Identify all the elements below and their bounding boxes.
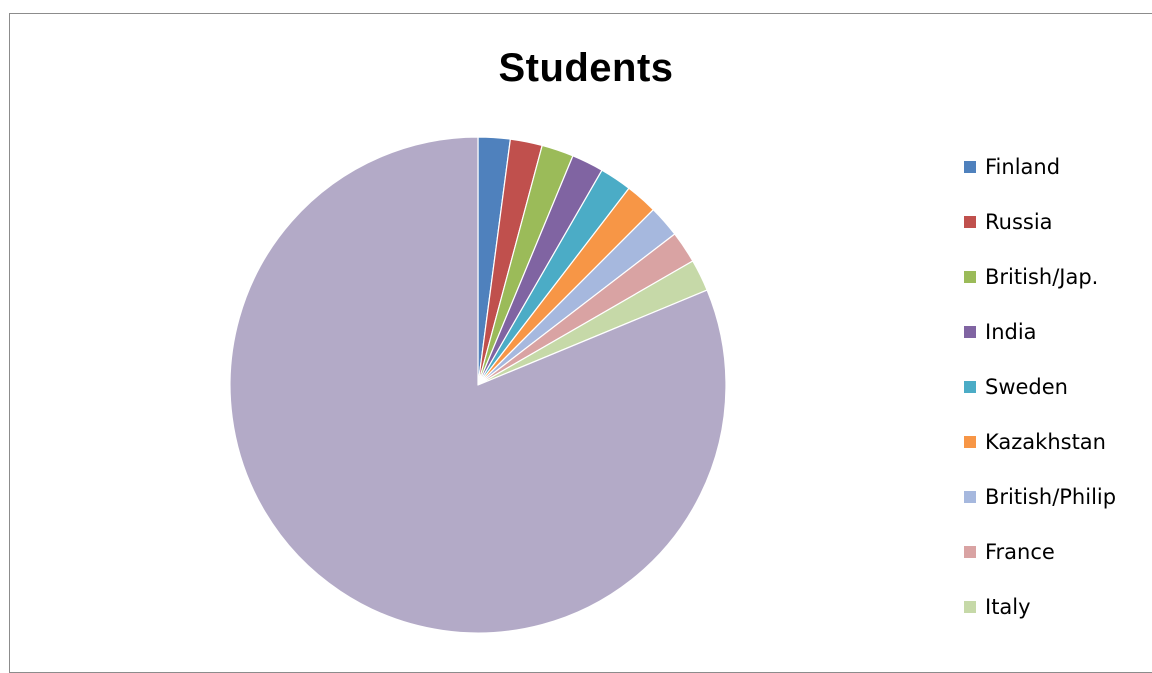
legend-item-british-philip: British/Philip: [964, 481, 1152, 536]
legend-label: France: [985, 540, 1055, 564]
pie-slice-unlabeled: [229, 136, 727, 634]
legend-item-kazakhstan: Kazakhstan: [964, 426, 1152, 481]
legend-item-british-jap: British/Jap.: [964, 261, 1152, 316]
legend-swatch: [964, 216, 976, 228]
legend-item-india: India: [964, 316, 1152, 371]
legend-label: British/Philip: [985, 485, 1117, 509]
legend-label: Kazakhstan: [985, 430, 1106, 454]
legend-swatch: [964, 491, 976, 503]
legend-label: Russia: [985, 210, 1053, 234]
legend-label: Finland: [985, 155, 1061, 179]
legend-item-france: France: [964, 536, 1152, 591]
legend-swatch: [964, 436, 976, 448]
legend-item-finland: Finland: [964, 151, 1152, 206]
legend-swatch: [964, 546, 976, 558]
legend-swatch: [964, 271, 976, 283]
legend-label: Italy: [985, 595, 1031, 619]
legend-swatch: [964, 381, 976, 393]
legend-label: Sweden: [985, 375, 1068, 399]
legend-item-russia: Russia: [964, 206, 1152, 261]
legend-swatch: [964, 601, 976, 613]
legend-swatch: [964, 326, 976, 338]
legend: Finland Russia British/Jap. India Sweden Kaza…: [964, 151, 1152, 646]
pie-chart: [229, 136, 727, 634]
legend-item-sweden: Sweden: [964, 371, 1152, 426]
legend-label: India: [985, 320, 1037, 344]
legend-swatch: [964, 161, 976, 173]
chart-title: Students: [498, 46, 674, 90]
legend-label: British/Jap.: [985, 265, 1099, 289]
legend-item-italy: Italy: [964, 591, 1152, 646]
